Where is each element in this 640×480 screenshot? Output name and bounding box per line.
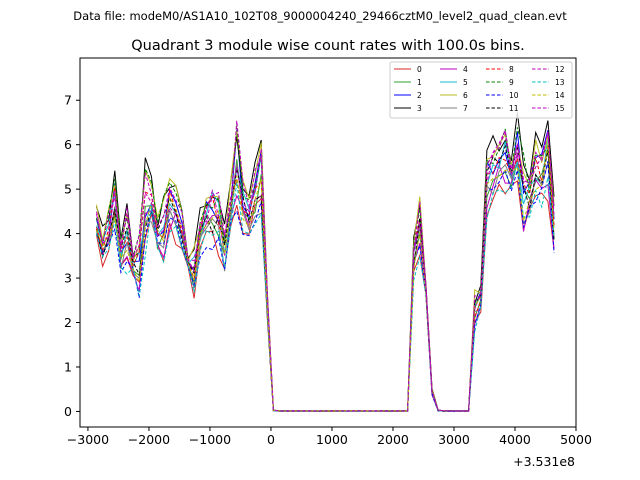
y-tick-label: 7 bbox=[64, 93, 72, 108]
data-file-note: Data file: modeM0/AS1A10_102T08_90000042… bbox=[73, 9, 567, 23]
series-line-8 bbox=[96, 144, 555, 412]
legend-label-15: 15 bbox=[555, 104, 565, 113]
plot-area bbox=[96, 112, 555, 412]
legend-label-8: 8 bbox=[509, 65, 514, 74]
legend-label-2: 2 bbox=[417, 91, 422, 100]
x-offset-label: +3.531e8 bbox=[513, 454, 575, 469]
legend-label-9: 9 bbox=[509, 78, 514, 87]
x-tick-label: 5000 bbox=[560, 432, 592, 447]
y-tick-label: 0 bbox=[64, 404, 72, 419]
y-tick-label: 1 bbox=[64, 359, 72, 374]
legend-label-6: 6 bbox=[463, 91, 468, 100]
legend-label-5: 5 bbox=[463, 78, 468, 87]
y-tick-label: 5 bbox=[64, 182, 72, 197]
x-tick-label: 4000 bbox=[499, 432, 531, 447]
chart-title: Quadrant 3 module wise count rates with … bbox=[131, 38, 525, 54]
legend-label-0: 0 bbox=[417, 65, 422, 74]
y-tick-label: 3 bbox=[64, 271, 72, 286]
legend-label-7: 7 bbox=[463, 104, 468, 113]
legend-label-13: 13 bbox=[555, 78, 565, 87]
legend-label-10: 10 bbox=[509, 91, 519, 100]
x-tick-label: 0 bbox=[267, 432, 275, 447]
legend-label-3: 3 bbox=[417, 104, 422, 113]
legend-label-11: 11 bbox=[509, 104, 519, 113]
x-tick-label: 1000 bbox=[316, 432, 348, 447]
y-tick-label: 6 bbox=[64, 137, 72, 152]
x-tick-label: −3000 bbox=[67, 432, 109, 447]
legend-label-14: 14 bbox=[555, 91, 565, 100]
x-tick-label: 2000 bbox=[377, 432, 409, 447]
legend-label-1: 1 bbox=[417, 78, 422, 87]
x-tick-label: 3000 bbox=[438, 432, 470, 447]
y-tick-label: 2 bbox=[64, 315, 72, 330]
axis-ticks: −3000 −2000 −1000 0 1000 2000 3000 4000 5000 0 1 2 3… bbox=[64, 93, 592, 447]
legend-label-4: 4 bbox=[463, 65, 468, 74]
series-line-15 bbox=[96, 130, 555, 412]
x-tick-label: −1000 bbox=[189, 432, 231, 447]
legend-box bbox=[389, 61, 573, 119]
x-tick-label: −2000 bbox=[128, 432, 170, 447]
axes-frame bbox=[79, 57, 577, 428]
legend-label-12: 12 bbox=[555, 65, 565, 74]
y-tick-label: 4 bbox=[64, 226, 72, 241]
series-line-14 bbox=[96, 142, 555, 412]
